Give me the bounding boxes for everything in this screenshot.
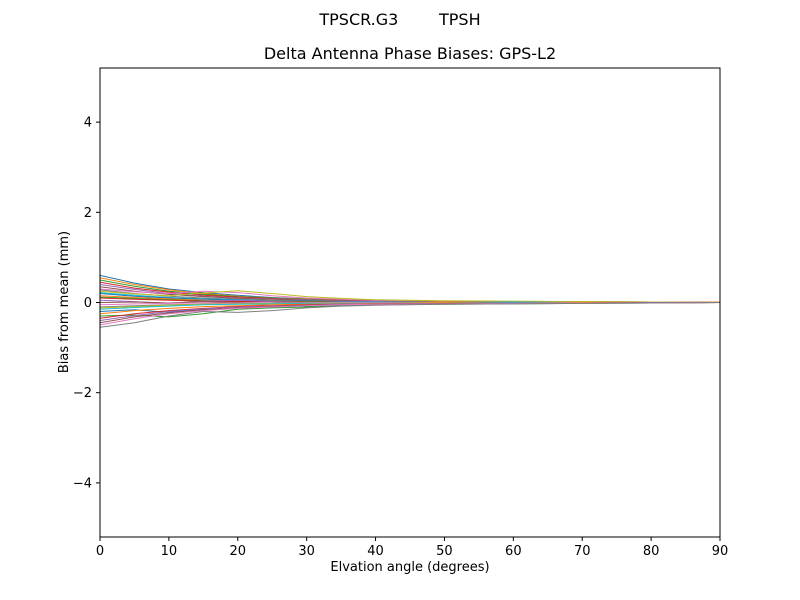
y-tick-label: −2	[73, 386, 92, 401]
x-tick-label: 50	[436, 544, 453, 559]
x-tick-label: 40	[367, 544, 384, 559]
figure-suptitle: TPSCR.G3 TPSH	[319, 10, 481, 29]
x-tick-label: 20	[230, 544, 247, 559]
y-tick-label: 0	[84, 296, 92, 311]
x-tick-label: 60	[505, 544, 522, 559]
x-tick-label: 90	[712, 544, 729, 559]
x-axis-label: Elvation angle (degrees)	[330, 560, 490, 575]
series-line	[99, 302, 721, 326]
series-line	[99, 290, 721, 303]
x-tick-label: 30	[298, 544, 315, 559]
x-tick-label: 70	[574, 544, 591, 559]
y-tick-label: 2	[84, 206, 92, 221]
x-tick-label: 10	[161, 544, 178, 559]
x-tick-label: 80	[643, 544, 660, 559]
chart-title: Delta Antenna Phase Biases: GPS-L2	[263, 44, 557, 63]
x-tick-label: 0	[96, 544, 104, 559]
series-line	[99, 302, 721, 328]
y-tick-label: −4	[73, 476, 92, 491]
y-tick-label: 4	[84, 116, 92, 131]
